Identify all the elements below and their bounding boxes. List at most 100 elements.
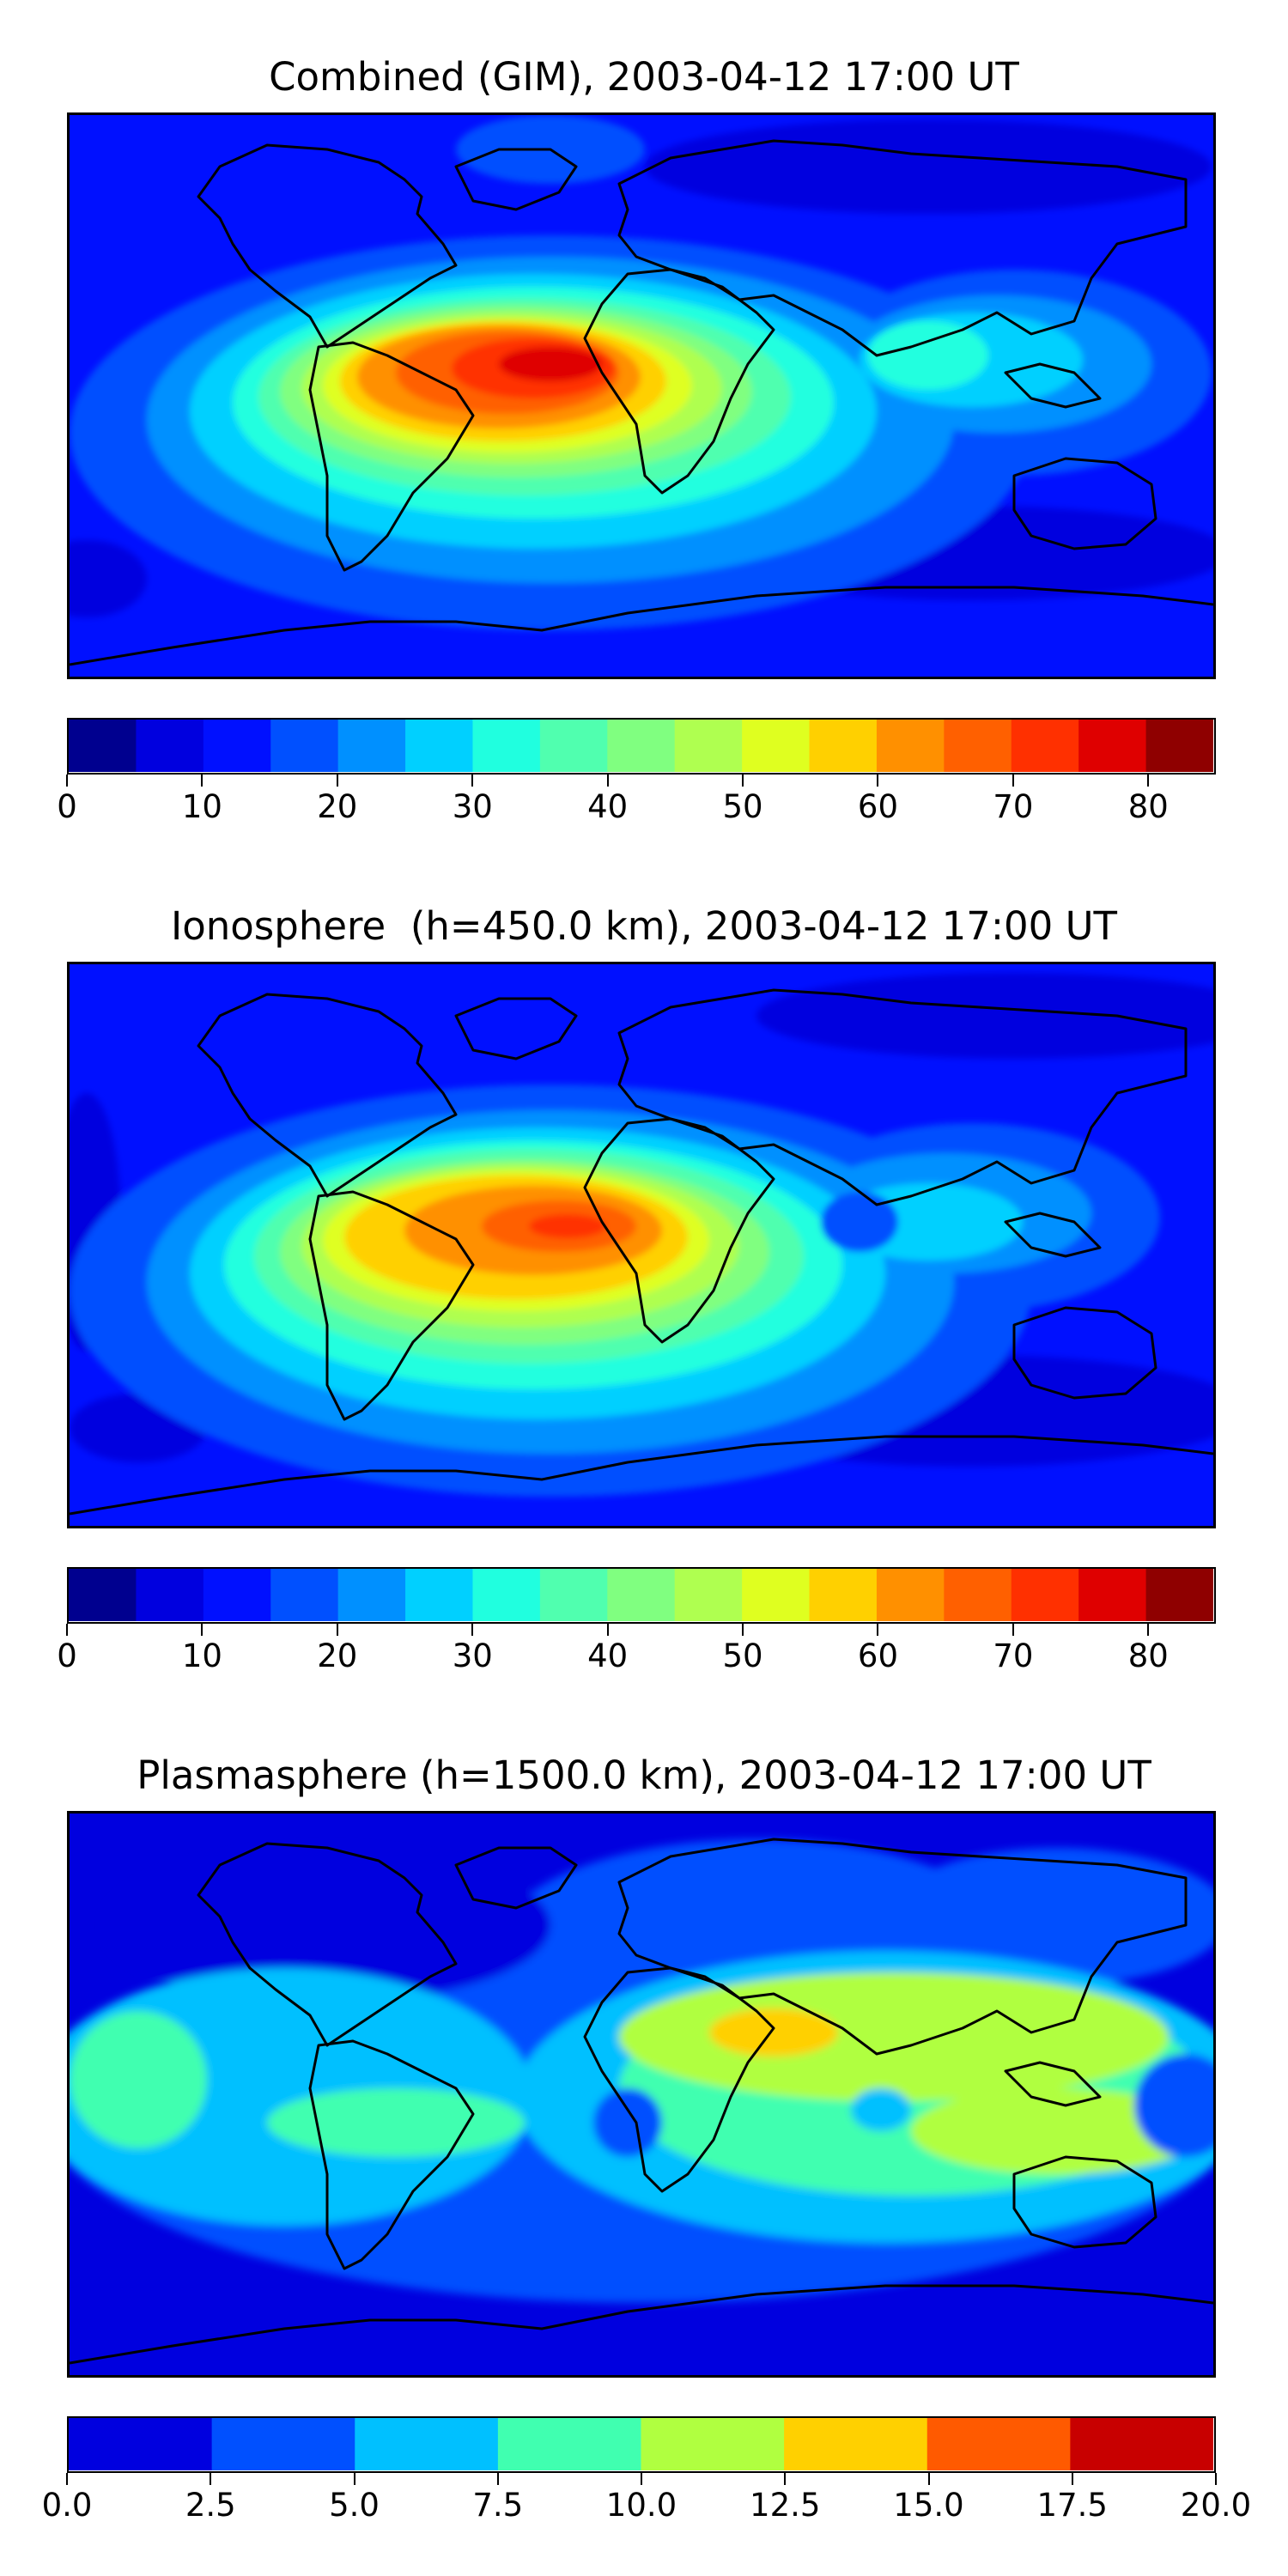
colorbar-tick	[641, 2473, 642, 2485]
colorbar-tick-label: 0	[57, 1637, 77, 1674]
colorbar-tick	[1071, 2473, 1073, 2485]
colorbar-swatch	[674, 1569, 743, 1621]
colorbar-tick-label: 17.5	[1036, 2487, 1108, 2524]
colorbar-swatch	[944, 1569, 1012, 1621]
colorbar-swatch	[1078, 1569, 1147, 1621]
colorbar-swatch	[69, 1569, 137, 1621]
colorbar-swatch	[405, 1569, 474, 1621]
colorbar-tick	[210, 2473, 212, 2485]
colorbar-swatch	[927, 2418, 1071, 2470]
colorbar-tick	[877, 1624, 879, 1636]
colorbar-swatch	[405, 720, 474, 772]
colorbar-swatch	[539, 1569, 608, 1621]
colorbar-swatch	[497, 2418, 642, 2470]
colorbar-swatch	[136, 1569, 204, 1621]
colorbar-swatch	[355, 2418, 499, 2470]
colorbar-tick-label: 50	[722, 1637, 763, 1674]
colorbar-combined	[67, 718, 1216, 775]
colorbar-swatches	[69, 720, 1213, 772]
colorbar-ionosphere	[67, 1567, 1216, 1624]
colorbar-tick	[1012, 1624, 1014, 1636]
colorbar-tick	[877, 775, 879, 787]
colorbar-plasmasphere	[67, 2416, 1216, 2473]
colorbar-tick	[1147, 1624, 1150, 1636]
colorbar-swatch	[876, 720, 945, 772]
colorbar-swatches	[69, 1569, 1213, 1621]
colorbar-tick	[1215, 2473, 1217, 2485]
colorbar-swatch	[270, 1569, 339, 1621]
colorbar-tick-label: 70	[993, 1637, 1034, 1674]
colorbar-tick-label: 60	[857, 1637, 899, 1674]
colorbar-tick-label: 10.0	[605, 2487, 677, 2524]
colorbar-swatch	[472, 720, 541, 772]
colorbar-tick	[1012, 775, 1014, 787]
colorbar-swatch	[876, 1569, 945, 1621]
colorbar-swatch	[1070, 2418, 1213, 2470]
colorbar-tick-label: 20	[317, 788, 358, 825]
colorbar-swatch	[674, 720, 743, 772]
colorbar-swatch	[337, 720, 406, 772]
colorbar-tick	[471, 775, 474, 787]
colorbar-tick	[336, 775, 338, 787]
colorbar-swatch	[607, 1569, 676, 1621]
colorbar-swatch	[742, 1569, 811, 1621]
colorbar-tick-label: 20.0	[1180, 2487, 1252, 2524]
colorbar-swatch	[742, 720, 811, 772]
colorbar-tick	[606, 1624, 609, 1636]
colorbar-swatch	[809, 1569, 878, 1621]
colorbar-tick	[496, 2473, 499, 2485]
colorbar-swatch	[944, 720, 1012, 772]
colorbar-swatch	[1011, 1569, 1079, 1621]
colorbar-tick-label: 10	[181, 1637, 222, 1674]
map-plasmasphere	[67, 1811, 1216, 2378]
colorbar-swatch	[472, 1569, 541, 1621]
colorbar-tick	[336, 1624, 338, 1636]
colorbar-tick-label: 80	[1127, 1637, 1169, 1674]
colorbar-tick-label: 40	[587, 1637, 629, 1674]
colorbar-tick-label: 5.0	[329, 2487, 380, 2524]
colorbar-swatch	[1078, 720, 1147, 772]
colorbar-tick-label: 20	[317, 1637, 358, 1674]
colorbar-tick	[606, 775, 609, 787]
colorbar-tick	[66, 1624, 68, 1636]
colorbar-swatch	[136, 720, 204, 772]
colorbar-tick-label: 7.5	[472, 2487, 524, 2524]
colorbar-swatch	[607, 720, 676, 772]
colorbar-swatch	[270, 720, 339, 772]
colorbar-swatch	[784, 2418, 928, 2470]
map-title-combined: Combined (GIM), 2003-04-12 17:00 UT	[269, 54, 1019, 100]
colorbar-swatch	[539, 720, 608, 772]
colorbar-tick-label: 2.5	[185, 2487, 236, 2524]
colorbar-tick-label: 70	[993, 788, 1034, 825]
colorbar-swatch	[69, 720, 137, 772]
colorbar-swatch	[203, 720, 271, 772]
colorbar-tick-label: 50	[722, 788, 763, 825]
colorbar-swatch	[69, 2418, 213, 2470]
colorbar-swatch	[1145, 720, 1213, 772]
colorbar-swatch	[211, 2418, 355, 2470]
colorbar-tick	[927, 2473, 930, 2485]
colorbar-tick-label: 40	[587, 788, 629, 825]
colorbar-tick	[201, 775, 204, 787]
colorbar-tick	[742, 1624, 744, 1636]
colorbar-swatch	[1145, 1569, 1213, 1621]
colorbar-tick-label: 0	[57, 788, 77, 825]
map-title-ionosphere: Ionosphere (h=450.0 km), 2003-04-12 17:0…	[170, 903, 1118, 949]
colorbar-tick	[471, 1624, 474, 1636]
colorbar-tick	[742, 775, 744, 787]
colorbar-tick-label: 80	[1127, 788, 1169, 825]
colorbar-tick-label: 15.0	[893, 2487, 964, 2524]
colorbar-tick-label: 12.5	[750, 2487, 821, 2524]
map-title-plasmasphere: Plasmasphere (h=1500.0 km), 2003-04-12 1…	[137, 1753, 1151, 1798]
colorbar-tick	[66, 775, 68, 787]
colorbar-tick	[66, 2473, 68, 2485]
colorbar-tick-label: 0.0	[41, 2487, 93, 2524]
colorbar-tick	[353, 2473, 355, 2485]
colorbar-tick	[201, 1624, 204, 1636]
colorbar-swatches	[69, 2418, 1213, 2470]
colorbar-swatch	[641, 2418, 785, 2470]
colorbar-tick-label: 60	[857, 788, 899, 825]
map-combined	[67, 112, 1216, 679]
map-ionosphere	[67, 962, 1216, 1528]
colorbar-tick-label: 10	[181, 788, 222, 825]
